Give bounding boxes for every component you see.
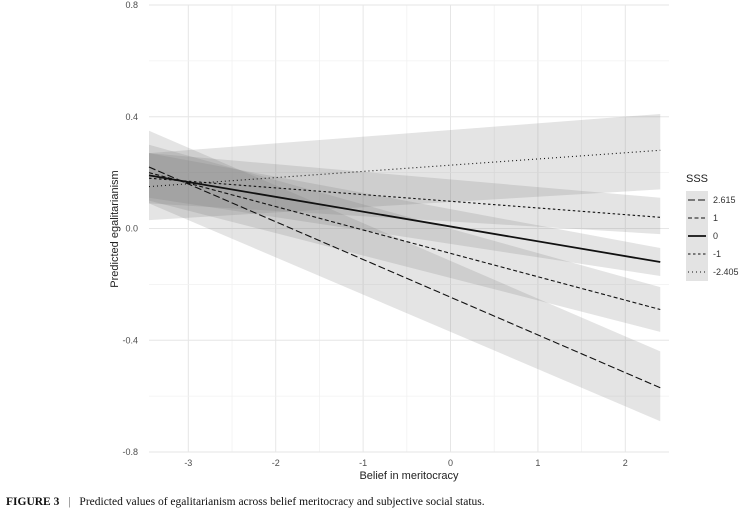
x-axis-title: Belief in meritocracy [359, 470, 459, 482]
series-line [148, 177, 661, 218]
chart: -3 -2 -1 0 1 2 -0.8 -0.4 0.0 0.4 0.8 Belief in me… [109, 0, 739, 482]
y-tick-label: -0.8 [122, 447, 138, 457]
legend-key [686, 245, 708, 263]
grid [149, 4, 669, 453]
x-tick-label: 1 [535, 458, 540, 468]
x-tick-label: 2 [623, 458, 628, 468]
legend-label: -2.405 [713, 267, 739, 277]
confidence-band [149, 153, 661, 276]
figure-caption: FIGURE 3 | Predicted values of egalitari… [6, 496, 741, 508]
confidence-band [149, 113, 661, 221]
legend-label: 2.615 [713, 195, 736, 205]
y-axis-title: Predicted egalitarianism [109, 170, 121, 287]
confidence-band [149, 153, 661, 235]
x-tick-label: 0 [448, 458, 453, 468]
x-axis-ticks: -3 -2 -1 0 1 2 [184, 458, 627, 468]
legend-label: -1 [713, 249, 721, 259]
legend-key [686, 191, 708, 209]
caption-text: Predicted values of egalitarianism acros… [79, 496, 485, 508]
legend-label: 1 [713, 213, 718, 223]
confidence-band [149, 144, 661, 332]
y-axis-ticks: -0.8 -0.4 0.0 0.4 0.8 [122, 0, 138, 457]
y-tick-label: 0.8 [125, 0, 138, 10]
series-lines [148, 149, 661, 389]
x-tick-label: -2 [272, 458, 280, 468]
confidence-band [149, 130, 661, 422]
series-line [148, 166, 661, 389]
legend: SSS 2.615 1 0 -1 -2.405 [686, 173, 739, 281]
confidence-bands [149, 113, 661, 422]
caption-separator: | [68, 496, 71, 508]
figure-label: FIGURE 3 [6, 496, 60, 508]
y-tick-label: 0.0 [125, 224, 138, 234]
legend-title: SSS [686, 173, 708, 185]
series-line [148, 172, 661, 311]
y-tick-label: -0.4 [122, 335, 138, 345]
x-tick-label: -1 [359, 458, 367, 468]
x-tick-label: -3 [184, 458, 192, 468]
legend-label: 0 [713, 231, 718, 241]
series-line [148, 174, 661, 263]
series-line [148, 149, 661, 188]
y-tick-label: 0.4 [125, 112, 138, 122]
